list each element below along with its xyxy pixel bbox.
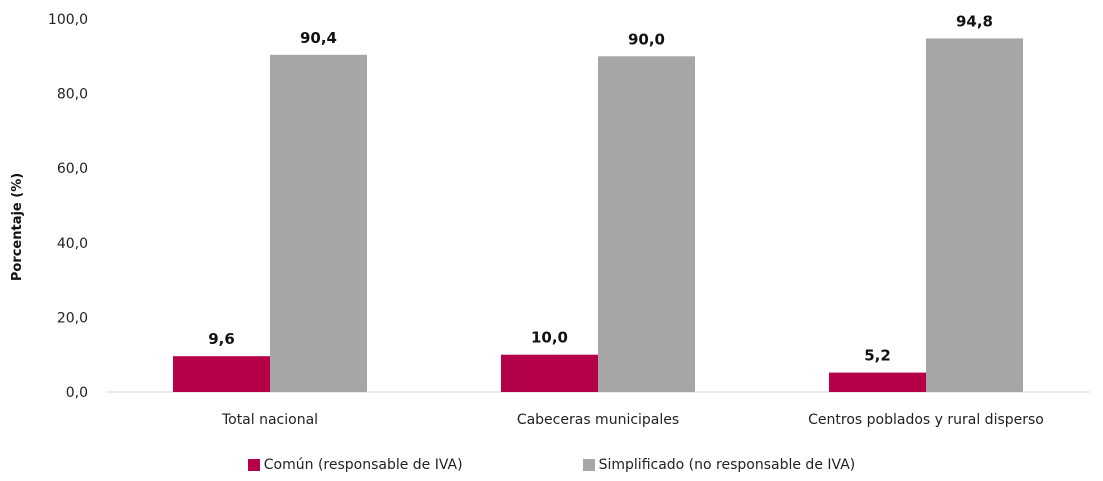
x-category-label: Cabeceras municipales [517, 412, 679, 428]
data-label: 9,6 [208, 330, 235, 348]
y-tick-label: 100,0 [48, 12, 88, 28]
legend-item-comun: Común (responsable de IVA) [247, 457, 463, 473]
bar-comun-0 [173, 356, 270, 392]
y-tick-label: 80,0 [57, 87, 88, 103]
bar-simplificado-0 [270, 54, 367, 393]
y-tick-label: 0,0 [66, 385, 88, 401]
legend: Común (responsable de IVA) Simplificado … [0, 457, 1103, 473]
y-tick-label: 60,0 [57, 161, 88, 177]
data-label: 5,2 [864, 347, 891, 365]
bar-simplificado-1 [598, 56, 695, 393]
legend-item-simplificado: Simplificado (no responsable de IVA) [582, 457, 856, 473]
data-label: 10,0 [531, 329, 568, 347]
legend-swatch-comun [247, 459, 260, 471]
x-category-label: Centros poblados y rural disperso [808, 412, 1044, 428]
y-tick-label: 40,0 [57, 236, 88, 252]
legend-label-comun: Común (responsable de IVA) [263, 457, 463, 473]
bar-comun-1 [501, 354, 598, 392]
data-label: 94,8 [956, 12, 993, 30]
bar-comun-2 [829, 372, 926, 392]
legend-label-simplificado: Simplificado (no responsable de IVA) [598, 457, 856, 473]
bar-simplificado-2 [926, 38, 1023, 393]
x-category-label: Total nacional [221, 412, 318, 428]
data-label: 90,0 [628, 30, 665, 48]
y-axis-title: Porcentaje (%) [10, 173, 25, 281]
data-label: 90,4 [300, 29, 337, 47]
legend-swatch-simplificado [582, 459, 595, 471]
bar-chart: Porcentaje (%) 0,020,040,060,080,0100,0 … [10, 12, 1090, 428]
y-tick-label: 20,0 [57, 310, 88, 326]
